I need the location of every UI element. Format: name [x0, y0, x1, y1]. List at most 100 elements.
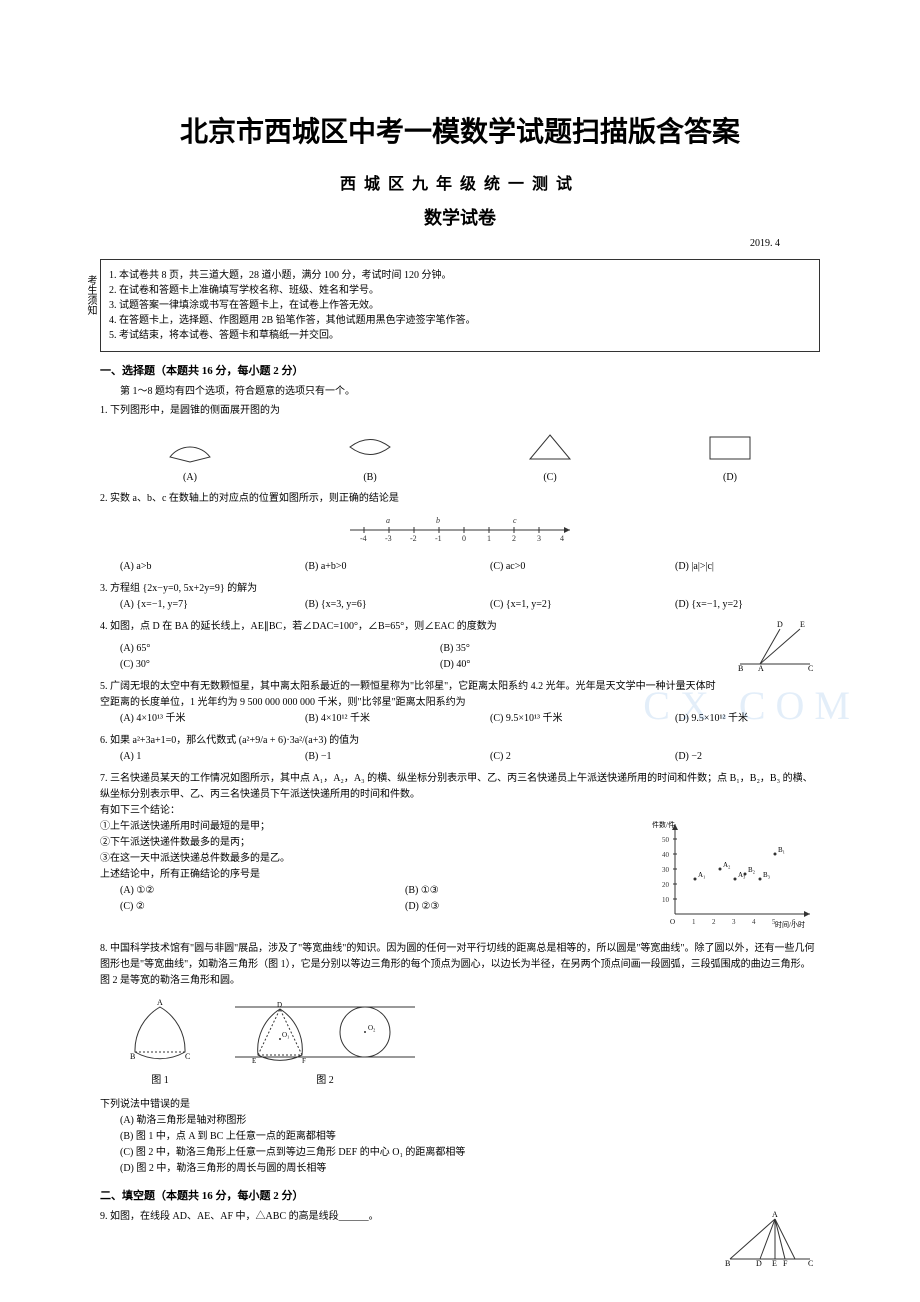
exam-header: 西城区九年级统一测试	[60, 170, 860, 194]
q1-label-a: (A)	[160, 472, 220, 483]
svg-text:A₂: A₂	[723, 861, 731, 869]
q7-subtext: 有如下三个结论：	[100, 803, 820, 819]
svg-text:1: 1	[487, 534, 491, 543]
svg-text:4: 4	[752, 918, 756, 926]
section1-note: 第 1～8 题均有四个选项，符合题意的选项只有一个。	[120, 382, 860, 397]
rectangle-icon	[700, 427, 760, 467]
q8-fig1: A B C 图 1	[120, 997, 200, 1089]
q7-item1: ①上午派送快递所用时间最短的是甲；	[100, 819, 650, 835]
q3-opt-b: (B) {x=3, y=6}	[305, 597, 450, 613]
q1-option-d: (D)	[700, 427, 760, 483]
svg-text:B: B	[130, 1052, 135, 1061]
q8-figures: A B C 图 1 O₁ D E F	[120, 997, 800, 1089]
q6-opt-d: (D) −2	[675, 749, 820, 765]
q1-label-b: (B)	[340, 472, 400, 483]
subject-title: 数学试卷	[60, 204, 860, 230]
q7-item2: ②下午派送快递件数最多的是丙；	[100, 835, 650, 851]
q7-opt-a: (A) ①②	[120, 883, 365, 899]
q1-option-c: (C)	[520, 427, 580, 483]
svg-text:E: E	[800, 620, 805, 629]
section1-title: 一、选择题（本题共 16 分，每小题 2 分）	[100, 362, 820, 378]
rule-item: 1. 本试卷共 8 页，共三道大题，28 道小题，满分 100 分，考试时间 1…	[109, 268, 811, 283]
exam-rules-list: 1. 本试卷共 8 页，共三道大题，28 道小题，满分 100 分，考试时间 1…	[109, 268, 811, 343]
q7-chart: 件数/件 时间/小时 10 20 30 40 50 123 456 A₁ A₂ …	[650, 819, 820, 935]
q8-opt-c: (C) 图 2 中，勒洛三角形上任意一点到等边三角形 DEF 的中心 O₁ 的距…	[120, 1145, 820, 1161]
q6-text: 6. 如果 a²+3a+1=0，那么代数式 (a²+9/a + 6)·3a²/(…	[100, 735, 359, 746]
rule-item: 2. 在试卷和答题卡上准确填写学校名称、班级、姓名和学号。	[109, 283, 811, 298]
rule-item: 3. 试题答案一律填涂或书写在答题卡上，在试卷上作答无效。	[109, 298, 811, 313]
svg-text:-2: -2	[410, 534, 417, 543]
svg-text:D: D	[777, 620, 783, 629]
svg-text:E: E	[252, 1057, 256, 1065]
q1-option-b: (B)	[340, 427, 400, 483]
svg-text:2: 2	[512, 534, 516, 543]
svg-text:30: 30	[662, 866, 670, 874]
exam-rules-label: 考生须知	[83, 275, 98, 315]
svg-text:O: O	[670, 918, 675, 926]
q8-subtext: 下列说法中错误的是	[100, 1097, 820, 1113]
q4-opt-d: (D) 40°	[440, 657, 720, 673]
question-4: B C D E A 4. 如图，点 D 在 BA 的延长线上，AE∥BC，若∠D…	[100, 619, 820, 673]
svg-text:A₁: A₁	[698, 871, 706, 879]
svg-text:B₃: B₃	[763, 871, 771, 879]
q9-diagram: A B D E F C	[720, 1209, 820, 1275]
q7-opt-d: (D) ②③	[405, 899, 650, 915]
q4-text: 4. 如图，点 D 在 BA 的延长线上，AE∥BC，若∠DAC=100°，∠B…	[100, 621, 497, 632]
q5-opt-a: (A) 4×10¹³ 千米	[120, 711, 265, 727]
exam-date: 2019. 4	[60, 238, 780, 249]
svg-text:40: 40	[662, 851, 670, 859]
watermark: CX.COM	[643, 674, 860, 738]
svg-text:C: C	[808, 1259, 813, 1268]
q2-text: 2. 实数 a、b、c 在数轴上的对应点的位置如图所示，则正确的结论是	[100, 493, 399, 504]
question-2: 2. 实数 a、b、c 在数轴上的对应点的位置如图所示，则正确的结论是 -4 -…	[100, 491, 820, 575]
svg-text:C: C	[808, 664, 813, 673]
q7-opt-c: (C) ②	[120, 899, 365, 915]
svg-text:C: C	[185, 1052, 190, 1061]
question-8: 8. 中国科学技术馆有"圆与非圆"展品，涉及了"等宽曲线"的知识。因为圆的任何一…	[100, 941, 820, 1177]
section2-title: 二、填空题（本题共 16 分，每小题 2 分）	[100, 1187, 820, 1203]
svg-text:F: F	[302, 1057, 306, 1065]
q7-conclusion: 上述结论中，所有正确结论的序号是	[100, 867, 650, 883]
triangle-height-icon: A B D E F C	[720, 1209, 820, 1269]
q7-items: ①上午派送快递所用时间最短的是甲； ②下午派送快递件数最多的是丙； ③在这一天中…	[100, 819, 650, 935]
number-line: -4 -3 -2 -1 0 1 2 3 4 a b c	[340, 515, 580, 551]
q5-opt-b: (B) 4×10¹² 千米	[305, 711, 450, 727]
q6-opt-a: (A) 1	[120, 749, 265, 765]
angle-diagram-icon: B C D E A	[730, 619, 820, 674]
svg-text:c: c	[513, 516, 517, 525]
q3-options: (A) {x=−1, y=7} (B) {x=3, y=6} (C) {x=1,…	[120, 597, 820, 613]
svg-text:6: 6	[792, 918, 796, 926]
q8-opt-b: (B) 图 1 中，点 A 到 BC 上任意一点的距离都相等	[120, 1129, 820, 1145]
svg-text:-3: -3	[385, 534, 392, 543]
svg-text:5: 5	[772, 918, 776, 926]
question-5: CX.COM 5. 广阔无垠的太空中有无数颗恒星，其中离太阳系最近的一颗恒星称为…	[100, 679, 820, 727]
svg-text:A: A	[772, 1210, 778, 1219]
svg-text:a: a	[386, 516, 390, 525]
q8-options: (A) 勒洛三角形是轴对称图形 (B) 图 1 中，点 A 到 BC 上任意一点…	[120, 1113, 820, 1177]
svg-text:2: 2	[712, 918, 716, 926]
page-container: 北京市西城区中考一模数学试题扫描版含答案 西城区九年级统一测试 数学试卷 201…	[0, 0, 920, 1261]
q8-fig2: O₁ D E F O₂ 图 2	[230, 997, 420, 1089]
svg-text:O₁: O₁	[282, 1031, 290, 1039]
svg-text:-1: -1	[435, 534, 442, 543]
q3-text: 3. 方程组 {2x−y=0, 5x+2y=9} 的解为	[100, 583, 257, 594]
svg-text:20: 20	[662, 881, 670, 889]
q2-opt-d: (D) |a|>|c|	[675, 559, 820, 575]
q5-opt-c: (C) 9.5×10¹³ 千米	[490, 711, 635, 727]
svg-text:3: 3	[537, 534, 541, 543]
svg-text:3: 3	[732, 918, 736, 926]
q1-text: 1. 下列图形中，是圆锥的侧面展开图的为	[100, 405, 280, 416]
q2-options: (A) a>b (B) a+b>0 (C) ac>0 (D) |a|>|c|	[120, 559, 820, 575]
svg-text:D: D	[277, 1001, 282, 1009]
q7-item3: ③在这一天中派送快递总件数最多的是乙。	[100, 851, 650, 867]
rule-item: 4. 在答题卡上，选择题、作图题用 2B 铅笔作答，其他试题用黑色字迹签字笔作答…	[109, 313, 811, 328]
question-7: 7. 三名快递员某天的工作情况如图所示，其中点 A₁，A₂，A₃ 的横、纵坐标分…	[100, 771, 820, 935]
q4-options-2: (C) 30° (D) 40°	[120, 657, 720, 673]
svg-text:E: E	[772, 1259, 777, 1268]
q4-diagram: B C D E A	[730, 619, 820, 680]
q3-opt-a: (A) {x=−1, y=7}	[120, 597, 265, 613]
svg-text:1: 1	[692, 918, 696, 926]
reuleaux-circle-pair-icon: O₁ D E F O₂	[230, 997, 420, 1067]
svg-text:D: D	[756, 1259, 762, 1268]
sector-icon	[160, 427, 220, 467]
